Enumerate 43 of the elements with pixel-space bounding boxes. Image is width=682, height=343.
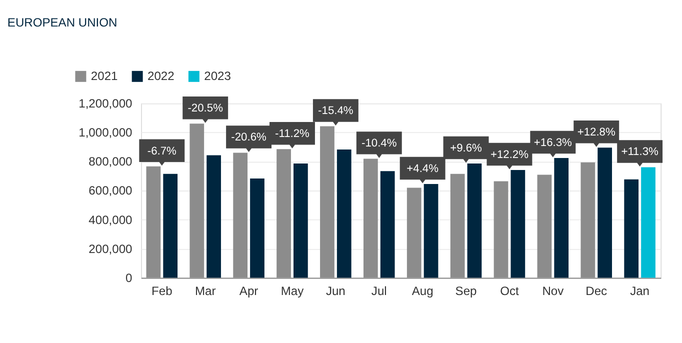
x-tick-label: May	[280, 284, 304, 298]
annotation: +9.6%	[450, 142, 482, 154]
annotation: -6.7%	[147, 145, 177, 158]
bar	[598, 148, 612, 278]
bar	[336, 150, 352, 278]
y-tick-label: 600,000	[88, 184, 133, 198]
annotation: +11.3%	[621, 146, 659, 158]
bar	[250, 178, 264, 278]
bar	[294, 164, 308, 278]
x-tick-label: Oct	[500, 284, 520, 298]
annotation: +4.4%	[406, 162, 439, 175]
bar	[206, 155, 221, 278]
x-tick-label: Dec	[586, 284, 608, 298]
annotation: +12.8%	[577, 126, 616, 139]
annotation: -20.6%	[231, 132, 267, 144]
x-tick-label: Sep	[455, 284, 478, 298]
x-tick-label: Aug	[412, 284, 434, 298]
y-tick-label: 0	[126, 270, 133, 285]
x-tick-label: Feb	[152, 284, 173, 298]
legend-label: 2021	[90, 69, 118, 84]
annotation: +12.2%	[490, 148, 529, 161]
y-tick-label: 400,000	[88, 212, 133, 227]
y-tick-label: 1,000,000	[78, 126, 133, 140]
x-tick-label: Jan	[630, 284, 650, 298]
x-tick-label: Jul	[371, 284, 387, 298]
bar	[163, 174, 178, 278]
annotation: -15.4%	[318, 105, 354, 118]
annotation: -10.4%	[362, 138, 397, 150]
x-tick-label: Mar	[194, 284, 216, 298]
legend-label: 2022	[148, 69, 175, 84]
x-tick-label: Jun	[326, 284, 346, 298]
y-tick-label: 1,200,000	[78, 96, 133, 110]
y-tick-label: 800,000	[88, 154, 133, 169]
chart-title: EUROPEAN UNION	[7, 15, 118, 30]
y-tick-label: 200,000	[88, 242, 133, 256]
legend-label: 2023	[204, 69, 232, 84]
bar	[641, 167, 656, 278]
x-tick-label: Apr	[239, 284, 258, 298]
x-tick-label: Nov	[542, 284, 564, 298]
annotation: -20.5%	[188, 102, 224, 115]
annotation: +16.3%	[534, 136, 572, 149]
annotation: -11.2%	[275, 128, 310, 140]
bar	[380, 171, 395, 278]
